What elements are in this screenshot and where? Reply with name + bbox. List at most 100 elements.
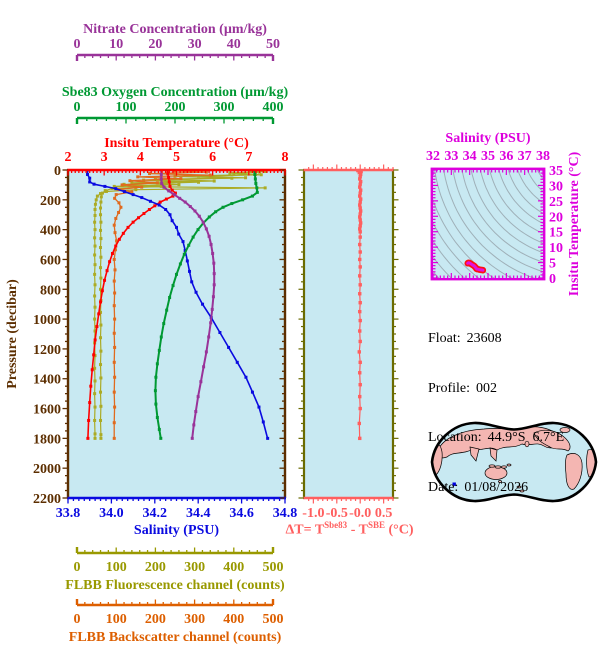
temp-tick-label: 8	[282, 150, 289, 165]
data-marker	[178, 262, 182, 266]
profile-row: Profile: 002	[428, 381, 564, 398]
data-marker	[358, 292, 362, 296]
data-marker	[113, 345, 117, 349]
data-marker	[358, 191, 362, 195]
data-marker	[88, 176, 92, 180]
nitrate-tick-label: 40	[227, 37, 241, 52]
data-marker	[162, 185, 166, 189]
data-marker	[358, 318, 362, 323]
plot-background	[304, 170, 393, 498]
fluor-tick-label: 0	[74, 560, 81, 575]
data-marker	[253, 172, 257, 176]
data-marker	[190, 436, 194, 440]
temp-tick-label: 4	[137, 150, 144, 165]
ts-temp-tick-label: 10	[549, 241, 563, 256]
isopycnal-contour	[479, 170, 543, 244]
data-marker	[358, 329, 362, 333]
data-marker	[131, 193, 135, 197]
data-marker	[159, 177, 163, 181]
data-marker	[100, 191, 104, 195]
data-marker	[99, 433, 103, 437]
data-marker	[358, 218, 362, 222]
data-marker	[136, 175, 140, 179]
sal-tick-label: 34.0	[99, 506, 124, 521]
data-marker	[99, 237, 103, 241]
data-marker	[90, 368, 94, 372]
pressure-tick-label: 1800	[33, 432, 61, 447]
data-marker	[358, 235, 362, 239]
ts-temp-tick-label: 20	[549, 210, 563, 225]
data-marker	[227, 345, 231, 349]
data-marker	[99, 349, 103, 353]
data-marker	[160, 181, 164, 185]
data-marker	[357, 350, 361, 354]
data-marker	[192, 423, 196, 427]
data-marker	[113, 248, 117, 252]
data-marker	[93, 208, 97, 212]
data-marker	[204, 227, 208, 231]
data-marker	[154, 375, 158, 379]
ts-salinity-tick-label: 37	[518, 149, 532, 164]
temp-tick-label: 2	[65, 150, 72, 165]
data-marker	[112, 184, 116, 188]
bscat-axis: 0 100 200 300 400 500 FLBB Backscatter channel…	[69, 599, 284, 645]
landmass	[516, 485, 522, 489]
pressure-tick-label: 2200	[33, 492, 61, 507]
data-marker	[255, 190, 259, 194]
oxy-tick-label: 300	[214, 100, 235, 115]
data-marker	[191, 235, 195, 239]
data-marker	[241, 198, 245, 202]
data-marker	[105, 269, 109, 273]
data-marker	[208, 173, 212, 177]
data-marker	[112, 390, 116, 394]
delta-t-sup-sbe: SBE	[367, 520, 385, 530]
data-marker	[89, 384, 93, 388]
data-marker	[93, 305, 97, 309]
series-line	[87, 170, 177, 439]
data-marker	[358, 179, 363, 184]
isopycnal-contour	[434, 170, 513, 278]
float-label: Float:	[428, 331, 461, 346]
data-marker	[358, 250, 362, 254]
data-marker	[358, 406, 362, 411]
data-marker	[93, 392, 97, 396]
nitrate-axis-title: Nitrate Concentration (µm/kg)	[83, 22, 267, 37]
data-marker	[113, 231, 117, 235]
data-marker	[230, 176, 234, 180]
float-id-row: Float: 23608	[428, 331, 564, 348]
data-marker	[357, 170, 361, 175]
data-marker	[196, 228, 200, 232]
data-marker	[159, 184, 163, 188]
ts-salinity-tick-label: 38	[536, 149, 550, 164]
data-marker	[185, 259, 189, 263]
data-marker	[112, 304, 116, 308]
data-marker	[358, 230, 362, 234]
data-marker	[93, 228, 97, 232]
series-line	[99, 170, 266, 439]
data-marker	[122, 190, 126, 194]
data-marker	[358, 197, 363, 201]
series-line	[113, 170, 211, 439]
data-marker	[358, 172, 363, 177]
data-marker	[120, 183, 124, 187]
data-marker	[155, 181, 159, 185]
data-marker	[204, 170, 208, 174]
oxy-tick-label: 400	[263, 100, 284, 115]
data-marker	[263, 170, 267, 173]
data-marker	[358, 309, 362, 314]
data-marker	[157, 427, 161, 431]
bscat-axis-title: FLBB Backscatter channel (counts)	[69, 630, 282, 645]
delta-t-title-mid: - T	[347, 522, 368, 538]
pressure-tick-label: 800	[40, 283, 61, 298]
data-marker	[266, 436, 270, 440]
data-marker	[212, 179, 216, 183]
data-marker	[155, 362, 159, 366]
data-marker	[93, 338, 97, 342]
series-nitrate	[159, 170, 216, 440]
data-marker	[99, 376, 103, 380]
sal-tick-label: 34.8	[273, 506, 298, 521]
pressure-tick-label: 2000	[33, 462, 61, 477]
landmass	[533, 429, 571, 452]
data-marker	[114, 187, 118, 191]
